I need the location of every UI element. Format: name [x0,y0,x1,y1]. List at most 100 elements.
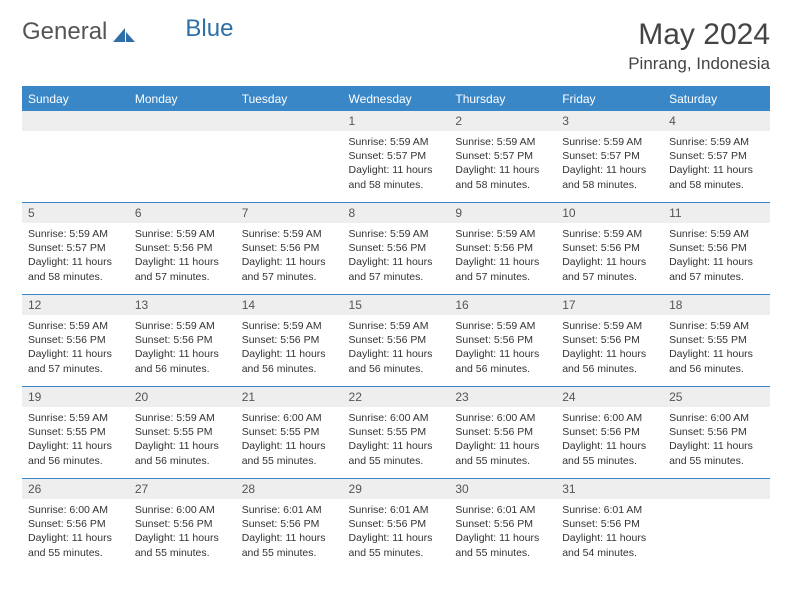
day-details: Sunrise: 5:59 AMSunset: 5:56 PMDaylight:… [449,315,556,382]
day-cell: 16Sunrise: 5:59 AMSunset: 5:56 PMDayligh… [449,294,556,386]
day-details: Sunrise: 5:59 AMSunset: 5:56 PMDaylight:… [129,223,236,290]
day-number: 7 [236,202,343,223]
day-details: Sunrise: 5:59 AMSunset: 5:56 PMDaylight:… [22,315,129,382]
day-number: 31 [556,478,663,499]
dayhead-tue: Tuesday [236,87,343,110]
day-cell [663,478,770,570]
day-cell: 12Sunrise: 5:59 AMSunset: 5:56 PMDayligh… [22,294,129,386]
dayhead-sat: Saturday [663,87,770,110]
day-cell: 6Sunrise: 5:59 AMSunset: 5:56 PMDaylight… [129,202,236,294]
day-number: 12 [22,294,129,315]
day-cell: 15Sunrise: 5:59 AMSunset: 5:56 PMDayligh… [343,294,450,386]
day-number: 27 [129,478,236,499]
day-cell [22,110,129,202]
day-number: 24 [556,386,663,407]
sail-icon [111,23,137,41]
day-details: Sunrise: 5:59 AMSunset: 5:55 PMDaylight:… [663,315,770,382]
day-number: 25 [663,386,770,407]
empty-day [663,478,770,499]
day-number: 3 [556,110,663,131]
title-location: Pinrang, Indonesia [628,54,770,74]
day-cell: 2Sunrise: 5:59 AMSunset: 5:57 PMDaylight… [449,110,556,202]
empty-day [22,110,129,131]
day-number: 22 [343,386,450,407]
day-cell: 22Sunrise: 6:00 AMSunset: 5:55 PMDayligh… [343,386,450,478]
day-details: Sunrise: 5:59 AMSunset: 5:57 PMDaylight:… [449,131,556,198]
day-details: Sunrise: 5:59 AMSunset: 5:56 PMDaylight:… [556,315,663,382]
day-cell: 27Sunrise: 6:00 AMSunset: 5:56 PMDayligh… [129,478,236,570]
title-month: May 2024 [628,18,770,52]
day-number: 21 [236,386,343,407]
day-details: Sunrise: 6:00 AMSunset: 5:55 PMDaylight:… [343,407,450,474]
day-number: 4 [663,110,770,131]
week-row: 1Sunrise: 5:59 AMSunset: 5:57 PMDaylight… [22,110,770,202]
day-details: Sunrise: 6:01 AMSunset: 5:56 PMDaylight:… [343,499,450,566]
day-number: 28 [236,478,343,499]
day-number: 30 [449,478,556,499]
day-cell: 10Sunrise: 5:59 AMSunset: 5:56 PMDayligh… [556,202,663,294]
day-cell: 28Sunrise: 6:01 AMSunset: 5:56 PMDayligh… [236,478,343,570]
day-cell: 29Sunrise: 6:01 AMSunset: 5:56 PMDayligh… [343,478,450,570]
day-details: Sunrise: 6:00 AMSunset: 5:56 PMDaylight:… [663,407,770,474]
day-number: 19 [22,386,129,407]
logo-text-general: General [22,18,107,46]
day-number: 29 [343,478,450,499]
day-cell: 21Sunrise: 6:00 AMSunset: 5:55 PMDayligh… [236,386,343,478]
day-number: 13 [129,294,236,315]
day-cell: 1Sunrise: 5:59 AMSunset: 5:57 PMDaylight… [343,110,450,202]
day-details: Sunrise: 5:59 AMSunset: 5:56 PMDaylight:… [449,223,556,290]
empty-day [236,110,343,131]
day-details: Sunrise: 6:01 AMSunset: 5:56 PMDaylight:… [449,499,556,566]
logo-text-blue: Blue [185,15,233,43]
day-cell: 19Sunrise: 5:59 AMSunset: 5:55 PMDayligh… [22,386,129,478]
day-details: Sunrise: 5:59 AMSunset: 5:57 PMDaylight:… [663,131,770,198]
day-number: 10 [556,202,663,223]
day-details: Sunrise: 6:00 AMSunset: 5:56 PMDaylight:… [129,499,236,566]
day-number: 5 [22,202,129,223]
day-details: Sunrise: 5:59 AMSunset: 5:55 PMDaylight:… [129,407,236,474]
day-cell: 3Sunrise: 5:59 AMSunset: 5:57 PMDaylight… [556,110,663,202]
day-number: 17 [556,294,663,315]
day-cell: 18Sunrise: 5:59 AMSunset: 5:55 PMDayligh… [663,294,770,386]
day-details: Sunrise: 5:59 AMSunset: 5:56 PMDaylight:… [663,223,770,290]
day-cell [129,110,236,202]
dayhead-thu: Thursday [449,87,556,110]
logo: General Blue [22,18,233,46]
day-details: Sunrise: 6:00 AMSunset: 5:56 PMDaylight:… [22,499,129,566]
week-row: 12Sunrise: 5:59 AMSunset: 5:56 PMDayligh… [22,294,770,386]
day-cell: 30Sunrise: 6:01 AMSunset: 5:56 PMDayligh… [449,478,556,570]
day-cell: 11Sunrise: 5:59 AMSunset: 5:56 PMDayligh… [663,202,770,294]
week-row: 26Sunrise: 6:00 AMSunset: 5:56 PMDayligh… [22,478,770,570]
day-cell: 4Sunrise: 5:59 AMSunset: 5:57 PMDaylight… [663,110,770,202]
dayhead-wed: Wednesday [343,87,450,110]
week-row: 19Sunrise: 5:59 AMSunset: 5:55 PMDayligh… [22,386,770,478]
day-details: Sunrise: 6:01 AMSunset: 5:56 PMDaylight:… [556,499,663,566]
day-details: Sunrise: 6:01 AMSunset: 5:56 PMDaylight:… [236,499,343,566]
calendar-body: 1Sunrise: 5:59 AMSunset: 5:57 PMDaylight… [22,110,770,570]
day-cell: 24Sunrise: 6:00 AMSunset: 5:56 PMDayligh… [556,386,663,478]
day-cell [236,110,343,202]
day-cell: 31Sunrise: 6:01 AMSunset: 5:56 PMDayligh… [556,478,663,570]
day-cell: 20Sunrise: 5:59 AMSunset: 5:55 PMDayligh… [129,386,236,478]
title-block: May 2024 Pinrang, Indonesia [628,18,770,74]
day-details: Sunrise: 5:59 AMSunset: 5:56 PMDaylight:… [556,223,663,290]
day-cell: 14Sunrise: 5:59 AMSunset: 5:56 PMDayligh… [236,294,343,386]
day-details: Sunrise: 6:00 AMSunset: 5:56 PMDaylight:… [449,407,556,474]
day-number: 11 [663,202,770,223]
day-number: 15 [343,294,450,315]
day-details: Sunrise: 5:59 AMSunset: 5:55 PMDaylight:… [22,407,129,474]
day-cell: 17Sunrise: 5:59 AMSunset: 5:56 PMDayligh… [556,294,663,386]
header: General Blue May 2024 Pinrang, Indonesia [22,18,770,74]
day-number: 20 [129,386,236,407]
empty-day [129,110,236,131]
day-details: Sunrise: 5:59 AMSunset: 5:56 PMDaylight:… [343,315,450,382]
day-number: 18 [663,294,770,315]
day-number: 6 [129,202,236,223]
day-details: Sunrise: 5:59 AMSunset: 5:56 PMDaylight:… [236,223,343,290]
day-cell: 13Sunrise: 5:59 AMSunset: 5:56 PMDayligh… [129,294,236,386]
day-number: 26 [22,478,129,499]
dayhead-sun: Sunday [22,87,129,110]
dayhead-fri: Friday [556,87,663,110]
day-number: 2 [449,110,556,131]
day-cell: 7Sunrise: 5:59 AMSunset: 5:56 PMDaylight… [236,202,343,294]
